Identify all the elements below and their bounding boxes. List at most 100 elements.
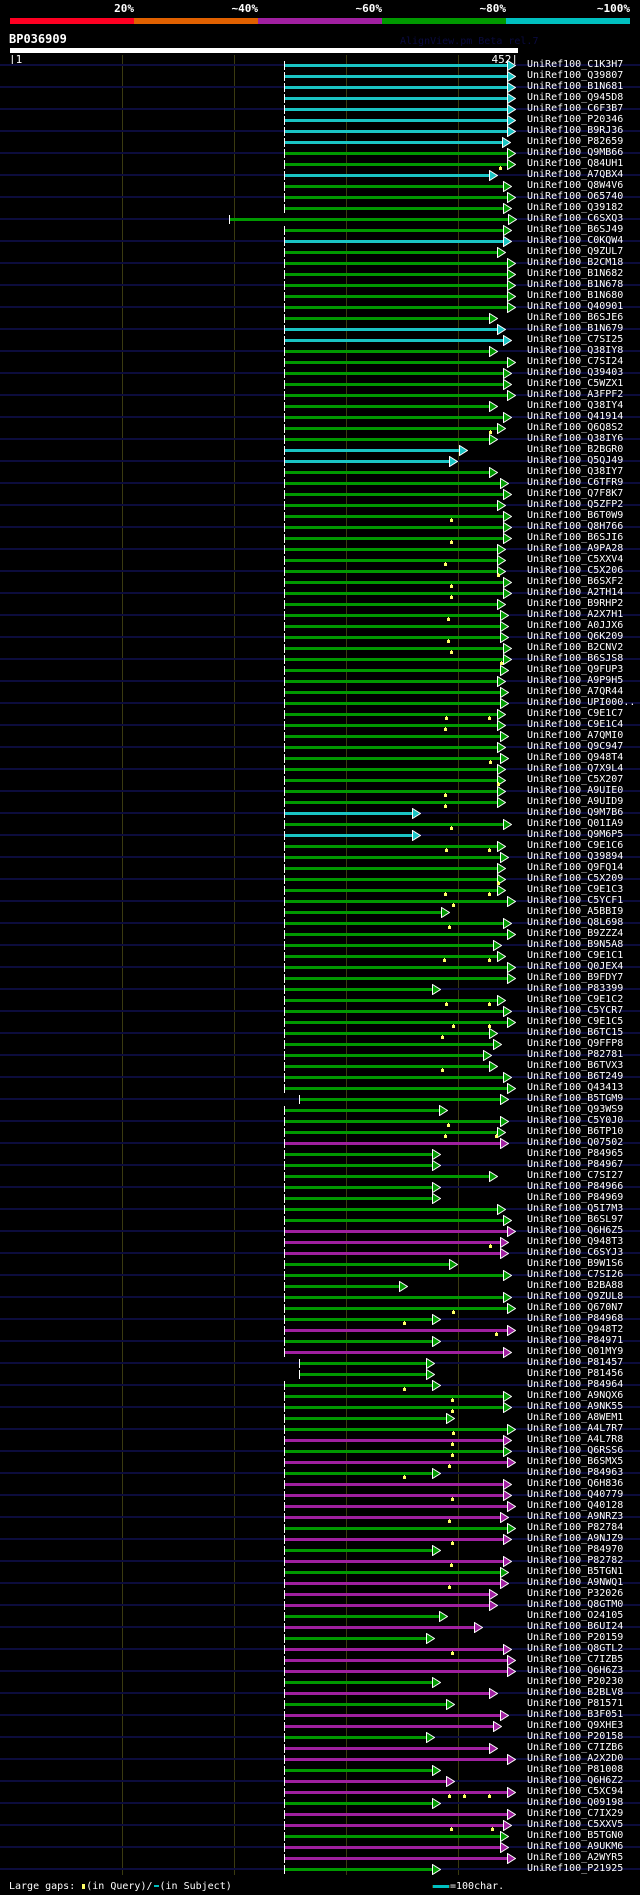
hit-label[interactable]: UniRef100_P82781 <box>527 1049 624 1060</box>
alignment-bar[interactable] <box>284 1010 504 1013</box>
alignment-bar[interactable] <box>284 1120 500 1123</box>
hit-label[interactable]: UniRef100_Q6Q8S2 <box>527 422 624 433</box>
hit-label[interactable]: UniRef100_B6TC15 <box>527 1027 624 1038</box>
hit-label[interactable]: UniRef100_P82659 <box>527 136 624 147</box>
hit-label[interactable]: UniRef100_A7QBX4 <box>527 169 624 180</box>
hit-label[interactable]: UniRef100_Q6H836 <box>527 1478 624 1489</box>
alignment-bar[interactable] <box>284 1351 504 1354</box>
alignment-bar[interactable] <box>284 196 507 199</box>
hit-label[interactable]: UniRef100_C5X206 <box>527 565 624 576</box>
alignment-bar[interactable] <box>284 537 504 540</box>
hit-label[interactable]: UniRef100_Q9C947 <box>527 741 624 752</box>
hit-label[interactable]: UniRef100_A9NQX6 <box>527 1390 624 1401</box>
hit-label[interactable]: UniRef100_B1N682 <box>527 268 624 279</box>
hit-label[interactable]: UniRef100_B5TGM9 <box>527 1093 624 1104</box>
alignment-bar[interactable] <box>284 1076 504 1079</box>
hit-label[interactable]: UniRef100_Q8H766 <box>527 521 624 532</box>
hit-label[interactable]: UniRef100_B6SJE6 <box>527 312 624 323</box>
alignment-bar[interactable] <box>284 460 450 463</box>
hit-label[interactable]: UniRef100_B5TGN1 <box>527 1566 624 1577</box>
hit-label[interactable]: UniRef100_C1K3H7 <box>527 59 624 70</box>
alignment-bar[interactable] <box>284 878 497 881</box>
hit-label[interactable]: UniRef100_A2TH14 <box>527 587 624 598</box>
alignment-bar[interactable] <box>284 295 507 298</box>
hit-label[interactable]: UniRef100_O65740 <box>527 191 624 202</box>
hit-label[interactable]: UniRef100_Q09198 <box>527 1797 624 1808</box>
hit-label[interactable]: UniRef100_Q38IY7 <box>527 466 624 477</box>
alignment-bar[interactable] <box>284 1494 504 1497</box>
alignment-bar[interactable] <box>284 1197 433 1200</box>
hit-label[interactable]: UniRef100_B6SL97 <box>527 1214 624 1225</box>
hit-label[interactable]: UniRef100_C7SI25 <box>527 334 624 345</box>
alignment-bar[interactable] <box>284 1296 504 1299</box>
alignment-bar[interactable] <box>284 867 497 870</box>
hit-label[interactable]: UniRef100_A8WEM1 <box>527 1412 624 1423</box>
hit-label[interactable]: UniRef100_B6T0W9 <box>527 510 624 521</box>
hit-label[interactable]: UniRef100_B2BLV8 <box>527 1687 624 1698</box>
alignment-bar[interactable] <box>284 702 500 705</box>
alignment-bar[interactable] <box>284 185 504 188</box>
alignment-bar[interactable] <box>298 1362 426 1365</box>
hit-label[interactable]: UniRef100_Q40901 <box>527 301 624 312</box>
hit-label[interactable]: UniRef100_Q38IY6 <box>527 433 624 444</box>
hit-label[interactable]: UniRef100_A9PA28 <box>527 543 624 554</box>
alignment-bar[interactable] <box>284 427 497 430</box>
alignment-bar[interactable] <box>284 1054 483 1057</box>
alignment-bar[interactable] <box>284 900 507 903</box>
hit-label[interactable]: UniRef100_C9E1C3 <box>527 884 624 895</box>
hit-label[interactable]: UniRef100_P81456 <box>527 1368 624 1379</box>
hit-label[interactable]: UniRef100_B9FDY7 <box>527 972 624 983</box>
hit-label[interactable]: UniRef100_Q84UH1 <box>527 158 624 169</box>
alignment-bar[interactable] <box>284 1571 500 1574</box>
alignment-bar[interactable] <box>284 636 500 639</box>
alignment-bar[interactable] <box>284 944 494 947</box>
alignment-bar[interactable] <box>284 97 507 100</box>
hit-label[interactable]: UniRef100_P32026 <box>527 1588 624 1599</box>
hit-label[interactable]: UniRef100_Q948T3 <box>527 1236 624 1247</box>
hit-label[interactable]: UniRef100_P84969 <box>527 1192 624 1203</box>
hit-label[interactable]: UniRef100_Q39807 <box>527 70 624 81</box>
alignment-bar[interactable] <box>284 1175 489 1178</box>
hit-label[interactable]: UniRef100_C7SI27 <box>527 1170 624 1181</box>
alignment-bar[interactable] <box>284 1802 433 1805</box>
hit-label[interactable]: UniRef100_P82782 <box>527 1555 624 1566</box>
alignment-bar[interactable] <box>284 1208 497 1211</box>
alignment-bar[interactable] <box>284 1307 507 1310</box>
hit-label[interactable]: UniRef100_P84971 <box>527 1335 624 1346</box>
hit-label[interactable]: UniRef100_P20159 <box>527 1632 624 1643</box>
alignment-bar[interactable] <box>284 735 500 738</box>
hit-label[interactable]: UniRef100_C5XXV4 <box>527 554 624 565</box>
hit-label[interactable]: UniRef100_B2CNV2 <box>527 642 624 653</box>
alignment-bar[interactable] <box>284 1538 504 1541</box>
alignment-bar[interactable] <box>284 1241 500 1244</box>
alignment-bar[interactable] <box>284 339 504 342</box>
alignment-bar[interactable] <box>284 1824 504 1827</box>
alignment-bar[interactable] <box>284 1109 440 1112</box>
alignment-bar[interactable] <box>284 416 504 419</box>
hit-label[interactable]: UniRef100_A9NRZ3 <box>527 1511 624 1522</box>
alignment-bar[interactable] <box>284 1340 433 1343</box>
alignment-bar[interactable] <box>284 526 504 529</box>
hit-label[interactable]: UniRef100_C5YCF1 <box>527 895 624 906</box>
hit-label[interactable]: UniRef100_P84963 <box>527 1467 624 1478</box>
alignment-bar[interactable] <box>284 603 497 606</box>
hit-label[interactable]: UniRef100_Q5ZFP2 <box>527 499 624 510</box>
alignment-bar[interactable] <box>284 405 489 408</box>
alignment-bar[interactable] <box>284 1065 489 1068</box>
hit-label[interactable]: UniRef100_O24105 <box>527 1610 624 1621</box>
alignment-bar[interactable] <box>284 86 507 89</box>
alignment-bar[interactable] <box>284 449 460 452</box>
alignment-bar[interactable] <box>284 1582 500 1585</box>
alignment-bar[interactable] <box>284 658 504 661</box>
hit-label[interactable]: UniRef100_P20158 <box>527 1731 624 1742</box>
hit-label[interactable]: UniRef100_C5XXV5 <box>527 1819 624 1830</box>
hit-label[interactable]: UniRef100_B2BGR0 <box>527 444 624 455</box>
alignment-bar[interactable] <box>284 361 507 364</box>
alignment-bar[interactable] <box>284 889 497 892</box>
hit-label[interactable]: UniRef100_C9E1C4 <box>527 719 624 730</box>
hit-label[interactable]: UniRef100_P82784 <box>527 1522 624 1533</box>
hit-label[interactable]: UniRef100_Q39894 <box>527 851 624 862</box>
alignment-bar[interactable] <box>284 372 504 375</box>
hit-label[interactable]: UniRef100_P20346 <box>527 114 624 125</box>
alignment-bar[interactable] <box>298 1373 426 1376</box>
